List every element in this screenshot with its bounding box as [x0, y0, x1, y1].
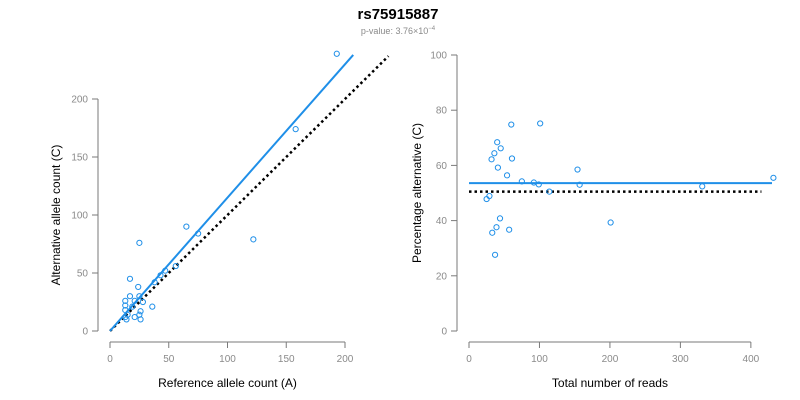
right-y-tick-label: 0	[441, 327, 447, 338]
right-data-point	[574, 166, 581, 173]
left-data-point	[292, 126, 299, 133]
left-data-point	[131, 313, 138, 321]
right-data-point	[503, 172, 511, 179]
right-x-tick-label: 100	[531, 354, 548, 365]
right-data-point	[494, 164, 501, 171]
left-data-point	[333, 50, 340, 57]
left-data-point	[122, 307, 129, 314]
right-y-tick-label: 60	[436, 161, 448, 172]
left-y-tick-label: 50	[77, 269, 89, 280]
right-data-point	[508, 121, 515, 128]
right-data-point	[489, 229, 496, 236]
right-x-tick-label: 200	[602, 354, 619, 365]
right-data-point	[576, 181, 583, 188]
left-data-point	[123, 316, 130, 323]
right-data-point	[496, 215, 504, 222]
right-y-tick-label: 80	[436, 106, 448, 117]
right-data-point	[494, 139, 501, 146]
right-y-axis-title: Percentage alternative (C)	[410, 123, 424, 263]
right-data-point	[506, 226, 513, 233]
subtitle-exponent: −4	[428, 26, 436, 32]
left-data-point	[135, 283, 142, 291]
right-data-point	[491, 150, 498, 157]
left-data-point	[122, 297, 129, 304]
left-data-point	[195, 230, 202, 237]
left-reference-line	[109, 55, 390, 332]
left-x-tick-label: 150	[278, 354, 295, 365]
left-data-point	[172, 262, 179, 270]
left-x-tick-label: 200	[337, 354, 354, 365]
right-data-point	[607, 219, 614, 226]
left-data-point	[137, 316, 144, 323]
right-y-tick-label: 40	[436, 216, 448, 227]
right-x-tick-label: 300	[672, 354, 689, 365]
left-fit-line	[109, 54, 354, 332]
left-data-point	[149, 303, 156, 310]
right-data-point	[699, 183, 706, 190]
subtitle-text: p-value: 3.76×10	[361, 26, 428, 36]
left-data-point	[157, 272, 164, 279]
left-panel: 0 50 100 150 200 Reference allele count (A) 0 5…	[49, 50, 390, 390]
left-y-tick-label: 0	[82, 327, 88, 338]
left-x-tick-label: 0	[107, 354, 113, 365]
left-data-point	[151, 279, 158, 286]
right-x-tick-label: 0	[466, 354, 472, 365]
right-data-point	[770, 174, 777, 181]
left-x-tick-label: 50	[163, 354, 175, 365]
right-data-point	[497, 145, 504, 152]
right-data-point	[508, 155, 516, 162]
right-data-point	[518, 178, 525, 185]
left-y-axis-title: Alternative allele count (C)	[49, 145, 63, 286]
left-data-point	[139, 298, 146, 306]
right-data-point	[530, 179, 537, 186]
left-data-point	[250, 236, 257, 243]
left-data-point	[126, 293, 134, 300]
left-data-point	[136, 239, 143, 246]
left-data-point	[137, 308, 144, 315]
right-data-point	[493, 224, 500, 231]
left-y-tick-label: 150	[71, 153, 88, 164]
chart-title: rs75915887	[358, 6, 439, 23]
right-data-point	[483, 195, 490, 203]
right-data-point	[488, 156, 495, 163]
left-data-point	[136, 293, 143, 300]
left-x-axis-title: Reference allele count (A)	[158, 376, 297, 390]
right-panel: 0 100 200 300 400 Total number of reads 0 20 40 6…	[410, 51, 777, 390]
right-data-point	[546, 188, 553, 195]
right-x-tick-label: 400	[743, 354, 760, 365]
left-y-tick-label: 100	[71, 211, 88, 222]
right-y-tick-label: 100	[430, 51, 447, 62]
left-data-point	[122, 302, 129, 309]
left-y-tick-label: 200	[71, 95, 88, 106]
left-data-point	[131, 297, 138, 304]
left-data-point	[162, 267, 169, 274]
left-x-tick-label: 100	[219, 354, 236, 365]
left-data-point	[129, 303, 136, 310]
right-data-point	[491, 251, 499, 258]
right-y-tick-label: 20	[436, 271, 448, 282]
left-data-point	[183, 223, 190, 230]
right-data-point	[537, 120, 544, 127]
chart-subtitle: p-value: 3.76×10−4	[361, 26, 436, 36]
left-data-point	[126, 275, 134, 282]
right-x-axis-title: Total number of reads	[552, 376, 668, 390]
